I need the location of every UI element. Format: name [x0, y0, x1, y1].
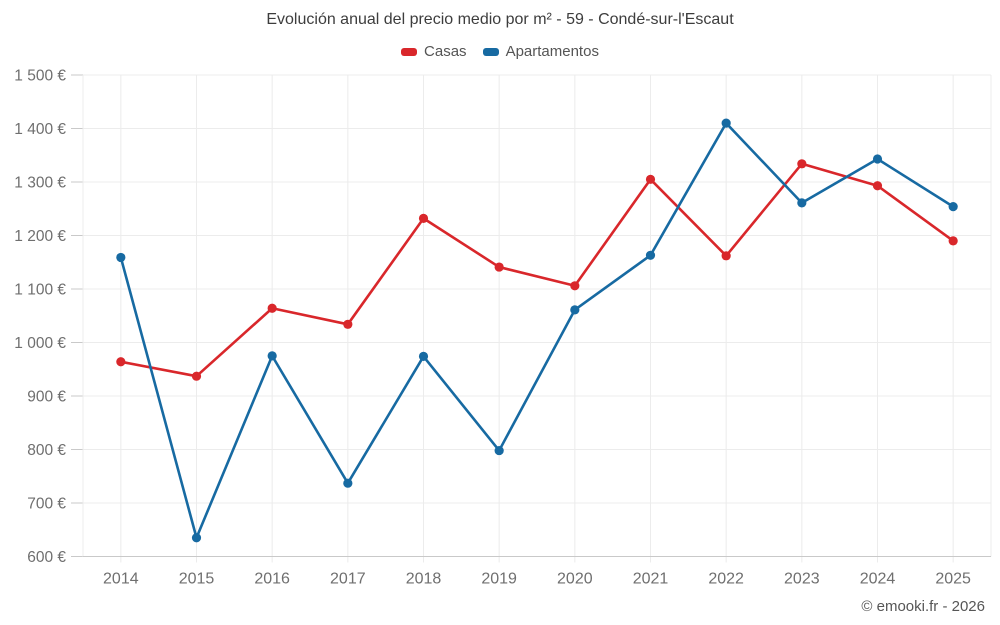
- data-point-apartamentos-2019[interactable]: [494, 445, 504, 456]
- data-point-apartamentos-2024[interactable]: [872, 154, 883, 164]
- y-axis-label: 1 200 €: [14, 228, 66, 245]
- data-point-casas-2014[interactable]: [116, 357, 126, 367]
- data-point-casas-2025[interactable]: [948, 236, 958, 246]
- y-axis-label: 800 €: [27, 442, 66, 459]
- y-axis-label: 1 300 €: [14, 175, 66, 192]
- data-point-apartamentos-2018[interactable]: [418, 351, 429, 362]
- y-axis-label: 1 400 €: [14, 121, 66, 138]
- data-point-casas-2021[interactable]: [645, 174, 656, 184]
- series-apartamentos: [116, 118, 958, 543]
- x-axis-label: 2025: [935, 571, 971, 588]
- x-axis-label: 2019: [481, 571, 517, 588]
- legend-marker-casas: [401, 47, 418, 56]
- data-point-casas-2018[interactable]: [418, 213, 429, 223]
- x-axis-label: 2017: [330, 571, 366, 588]
- x-axis-label: 2021: [633, 571, 669, 588]
- y-axis-label: 900 €: [27, 389, 66, 406]
- data-point-apartamentos-2020[interactable]: [570, 305, 580, 315]
- data-point-apartamentos-2022[interactable]: [721, 118, 731, 128]
- data-point-casas-2024[interactable]: [872, 181, 883, 191]
- data-point-casas-2022[interactable]: [721, 251, 731, 261]
- legend-label: Casas: [424, 43, 467, 60]
- data-point-casas-2020[interactable]: [570, 281, 580, 291]
- legend-label: Apartamentos: [505, 43, 599, 60]
- series-line-apartamentos: [119, 121, 955, 540]
- legend-marker-apartamentos: [482, 47, 499, 56]
- x-axis-label: 2016: [254, 571, 290, 588]
- data-point-casas-2019[interactable]: [494, 262, 504, 272]
- x-axis-label: 2023: [784, 571, 820, 588]
- series-casas: [116, 159, 958, 381]
- data-point-apartamentos-2025[interactable]: [948, 202, 958, 212]
- legend-item-apartamentos[interactable]: Apartamentos: [482, 43, 599, 60]
- x-axis-label: 2018: [406, 571, 442, 588]
- chart-title: Evolución anual del precio medio por m² …: [266, 11, 734, 28]
- x-axis-label: 2015: [179, 571, 215, 588]
- x-axis-label: 2024: [860, 571, 896, 588]
- data-point-casas-2015[interactable]: [191, 371, 202, 381]
- x-axis-label: 2022: [708, 571, 744, 588]
- data-point-casas-2017[interactable]: [343, 319, 353, 329]
- series-line-casas: [119, 162, 955, 378]
- data-point-apartamentos-2021[interactable]: [645, 250, 656, 260]
- legend-item-casas[interactable]: Casas: [401, 43, 467, 60]
- chart-legend: Casas Apartamentos: [0, 43, 1000, 60]
- y-axis-label: 600 €: [27, 549, 66, 566]
- x-grid-and-labels: 2014 2015 2016 2017 2018 2019 2020 2021 2022 2023…: [82, 75, 992, 588]
- data-point-apartamentos-2017[interactable]: [343, 478, 353, 488]
- data-point-apartamentos-2015[interactable]: [191, 533, 202, 543]
- y-axis-label: 700 €: [27, 496, 66, 513]
- copyright-footer: © emooki.fr - 2026: [861, 598, 985, 615]
- y-grid-and-labels: 600 € 700 € 800 € 900 € 1 000 € 1 100 € 1 200 …: [14, 68, 991, 566]
- x-axis-label: 2014: [103, 571, 139, 588]
- data-point-apartamentos-2016[interactable]: [267, 351, 277, 361]
- data-point-apartamentos-2023[interactable]: [797, 198, 807, 208]
- y-axis-label: 1 000 €: [14, 335, 66, 352]
- data-point-casas-2016[interactable]: [267, 303, 277, 313]
- data-point-casas-2023[interactable]: [797, 159, 807, 169]
- data-point-apartamentos-2014[interactable]: [116, 252, 126, 263]
- y-axis-label: 1 500 €: [14, 68, 66, 85]
- y-axis-label: 1 100 €: [14, 282, 66, 299]
- x-axis-label: 2020: [557, 571, 593, 588]
